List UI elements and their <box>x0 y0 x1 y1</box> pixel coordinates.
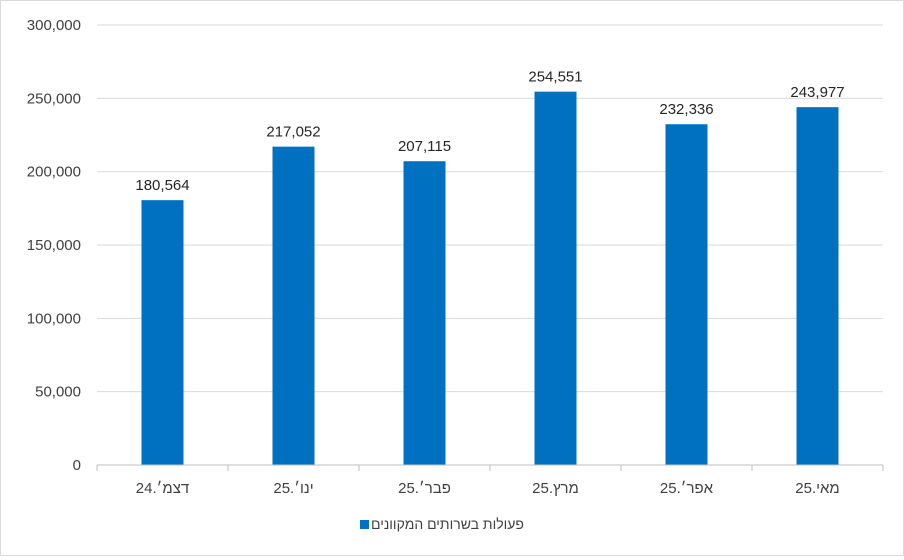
x-tick-label: ינו׳.25 <box>273 480 313 497</box>
x-tick-label: אפר׳.25 <box>660 480 714 497</box>
y-tick-label: 200,000 <box>27 164 81 181</box>
x-tick-label: מרץ.25 <box>532 480 579 497</box>
x-tick-label: דצמ׳.24 <box>136 480 189 497</box>
bars <box>141 91 839 466</box>
bar <box>796 107 839 466</box>
y-tick-label: 0 <box>73 457 81 474</box>
gridlines <box>97 24 883 393</box>
data-label: 207,115 <box>398 138 451 155</box>
data-labels: 180,564 217,052 207,115 254,551 232,336 243,9… <box>135 69 844 195</box>
legend-label: פעולות בשרותים המקוונים <box>371 516 524 532</box>
data-label: 254,551 <box>528 69 582 86</box>
y-tick-label: 250,000 <box>27 90 81 107</box>
legend: פעולות בשרותים המקוונים <box>360 516 524 532</box>
y-tick-label: 50,000 <box>35 384 81 401</box>
bar <box>141 200 184 466</box>
y-tick-label: 300,000 <box>27 17 81 34</box>
axes: 0 50,000 100,000 150,000 200,000 250,000 300,0… <box>27 17 884 497</box>
data-label: 180,564 <box>135 177 189 194</box>
legend-swatch <box>360 520 369 529</box>
bar <box>534 91 577 465</box>
y-tick-label: 150,000 <box>27 237 81 254</box>
bar <box>665 124 708 465</box>
y-tick-label: 100,000 <box>27 310 81 327</box>
x-tick-label: פבר׳.25 <box>398 480 451 497</box>
bar <box>272 146 315 465</box>
data-label: 232,336 <box>659 101 713 118</box>
data-label: 243,977 <box>790 84 844 101</box>
x-tick-label: מאי.25 <box>795 480 839 497</box>
data-label: 217,052 <box>266 124 320 141</box>
bar <box>403 161 446 466</box>
